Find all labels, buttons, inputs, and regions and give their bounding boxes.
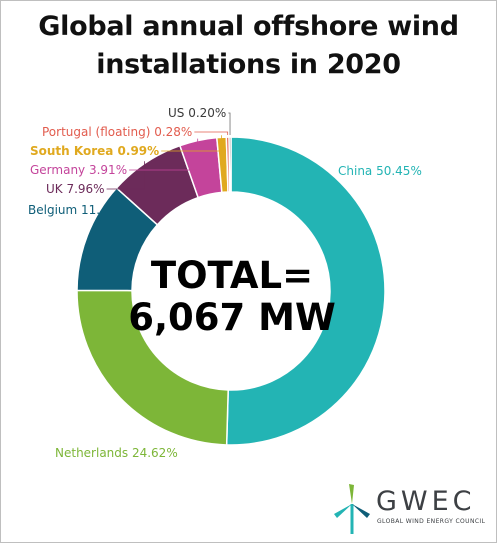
title-line-2: installations in 2020 (96, 49, 401, 80)
center-total-value: 6,067 MW (128, 296, 336, 339)
leader-line-4 (106, 161, 145, 190)
slice-label-6: South Korea 0.99% (30, 144, 159, 158)
slice-label-1: China 50.45% (338, 164, 422, 178)
logo-subtitle: GLOBAL WIND ENERGY COUNCIL (377, 518, 486, 525)
slice-label-3: Belgium 11. (28, 203, 100, 217)
slice-2 (76, 289, 229, 446)
leader-line-7 (194, 131, 229, 136)
wind-turbine-icon (334, 484, 370, 534)
slice-label-8: US 0.20% (168, 106, 226, 120)
slice-label-5: Germany 3.91% (30, 163, 127, 177)
title-line-1: Global annual offshore wind (38, 11, 459, 42)
leader-line-5 (129, 138, 199, 171)
label-leaders (106, 112, 231, 190)
slice-label-7: Portugal (floating) 0.28% (42, 125, 192, 139)
slice-labels: China 50.45% Netherlands 24.62% Belgium 11… (28, 106, 422, 460)
leader-line-6 (161, 135, 222, 152)
slice-label-4: UK 7.96% (46, 182, 105, 196)
slice-1 (225, 136, 386, 446)
donut-slices (76, 136, 386, 446)
gwec-logo: GWEC GLOBAL WIND ENERGY COUNCIL (332, 484, 492, 536)
center-total-label: TOTAL= (151, 254, 313, 297)
slice-8 (228, 136, 232, 193)
chart-title: Global annual offshore wind installation… (0, 8, 497, 84)
logo-wordmark: GWEC (376, 486, 476, 517)
leader-line-8 (228, 112, 231, 136)
slice-label-2: Netherlands 24.62% (55, 446, 178, 460)
